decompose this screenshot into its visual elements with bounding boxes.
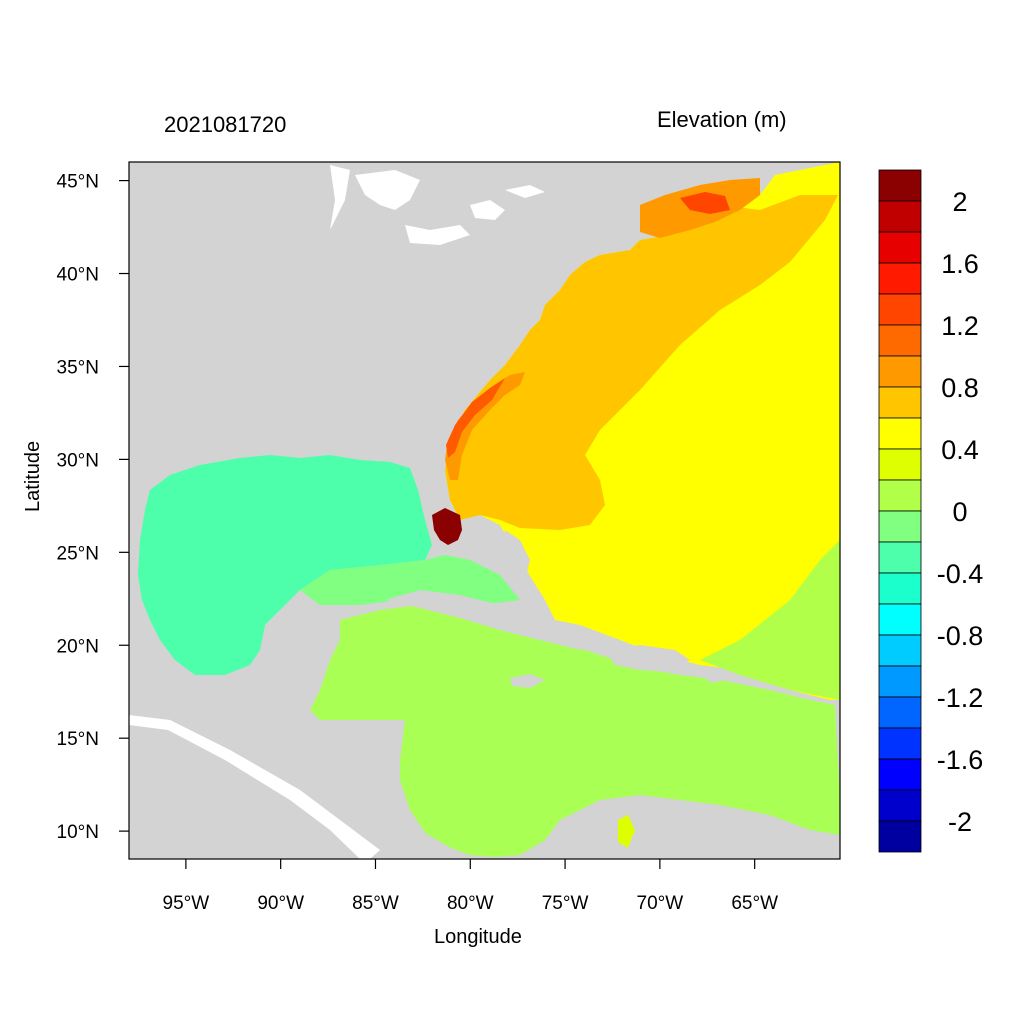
south-america-land xyxy=(470,795,840,859)
caribbean-sea-east xyxy=(700,540,840,700)
map-axes: 95°W 90°W 85°W 80°W 75°W 70°W 65°W 45°N 40°N 35°N… xyxy=(57,172,779,914)
lat-tick-label: 20°N xyxy=(57,636,99,657)
colorbar-swatch xyxy=(878,169,922,202)
lon-tick-label: 65°W xyxy=(731,893,778,914)
bahamas-island xyxy=(500,530,530,580)
colorbar-swatch xyxy=(878,727,922,760)
colorbar-label: 0.4 xyxy=(941,435,979,465)
maracaibo-lake xyxy=(618,815,635,848)
colorbar-label: -1.2 xyxy=(937,683,984,713)
caribbean-sea xyxy=(310,605,840,859)
southeast-coast-surge-high xyxy=(446,378,505,458)
atlantic-surge-zone xyxy=(445,195,838,530)
colorbar-swatch xyxy=(878,572,922,605)
colorbar-swatch xyxy=(878,603,922,636)
jamaica-island xyxy=(510,674,545,688)
colorbar-swatch xyxy=(878,448,922,481)
colorbar-swatch xyxy=(878,820,922,853)
variable-title: Elevation (m) xyxy=(657,107,787,132)
colorbar-label: -2 xyxy=(948,807,972,837)
lat-tick-label: 35°N xyxy=(57,357,99,378)
colorbar-swatch xyxy=(878,634,922,667)
colorbar-swatch xyxy=(878,324,922,357)
south-florida-surge xyxy=(432,508,462,545)
hispaniola-island xyxy=(605,645,690,672)
lat-tick-label: 25°N xyxy=(57,543,99,564)
lat-tick-label: 45°N xyxy=(57,172,99,193)
colorbar-label: -0.8 xyxy=(937,621,984,651)
colorbar-swatch xyxy=(878,510,922,543)
colorbar-swatch xyxy=(878,231,922,264)
atlantic-yellow-tongue xyxy=(676,322,740,440)
colorbar-swatch xyxy=(878,293,922,326)
florida-straits xyxy=(300,555,520,605)
colorbar-label: 1.6 xyxy=(941,249,979,279)
colorbar-swatch xyxy=(878,696,922,729)
lat-tick-label: 30°N xyxy=(57,450,99,471)
cuba-island xyxy=(385,590,600,650)
colorbar-label: 0.8 xyxy=(941,373,979,403)
colorbar-label: 1.2 xyxy=(941,311,979,341)
lon-tick-label: 70°W xyxy=(637,893,684,914)
pacific-land-fill xyxy=(129,725,360,859)
lon-tick-label: 75°W xyxy=(542,893,589,914)
colorbar-swatch xyxy=(878,386,922,419)
yucatan-land xyxy=(265,600,340,710)
colorbar-swatch xyxy=(878,479,922,512)
lon-tick-label: 95°W xyxy=(163,893,210,914)
puerto-rico-island xyxy=(700,672,735,683)
lon-tick-label: 85°W xyxy=(352,893,399,914)
map-timestamp-title: 2021081720 xyxy=(164,112,287,137)
gulf-of-maine-surge-high xyxy=(680,192,730,214)
lon-tick-label: 90°W xyxy=(257,893,304,914)
colorbar-swatch xyxy=(878,200,922,233)
map-body xyxy=(129,162,840,859)
x-axis-title: Longitude xyxy=(434,926,522,948)
lat-tick-label: 40°N xyxy=(57,265,99,286)
colorbar-swatch xyxy=(878,262,922,295)
colorbar-swatch xyxy=(878,355,922,388)
colorbar-label: 2 xyxy=(952,187,967,217)
colorbar-swatch xyxy=(878,758,922,791)
great-lakes xyxy=(330,165,545,245)
colorbar-label: 0 xyxy=(952,497,967,527)
lat-tick-label: 10°N xyxy=(57,822,99,843)
colorbar-label: -1.6 xyxy=(937,745,984,775)
colorbar-swatch xyxy=(878,665,922,698)
lon-tick-label: 80°W xyxy=(447,893,494,914)
colorbar-swatch xyxy=(878,541,922,574)
lat-tick-label: 15°N xyxy=(57,729,99,750)
gulf-of-mexico xyxy=(138,455,432,675)
map-frame xyxy=(128,161,841,860)
colorbar: 2 1.6 1.2 0.8 0.4 0 -0.4 -0.8 -1.2 -1.6 -2 xyxy=(878,169,984,853)
colorbar-swatch xyxy=(878,417,922,450)
colorbar-label: -0.4 xyxy=(937,559,984,589)
colorbar-swatch xyxy=(878,789,922,822)
